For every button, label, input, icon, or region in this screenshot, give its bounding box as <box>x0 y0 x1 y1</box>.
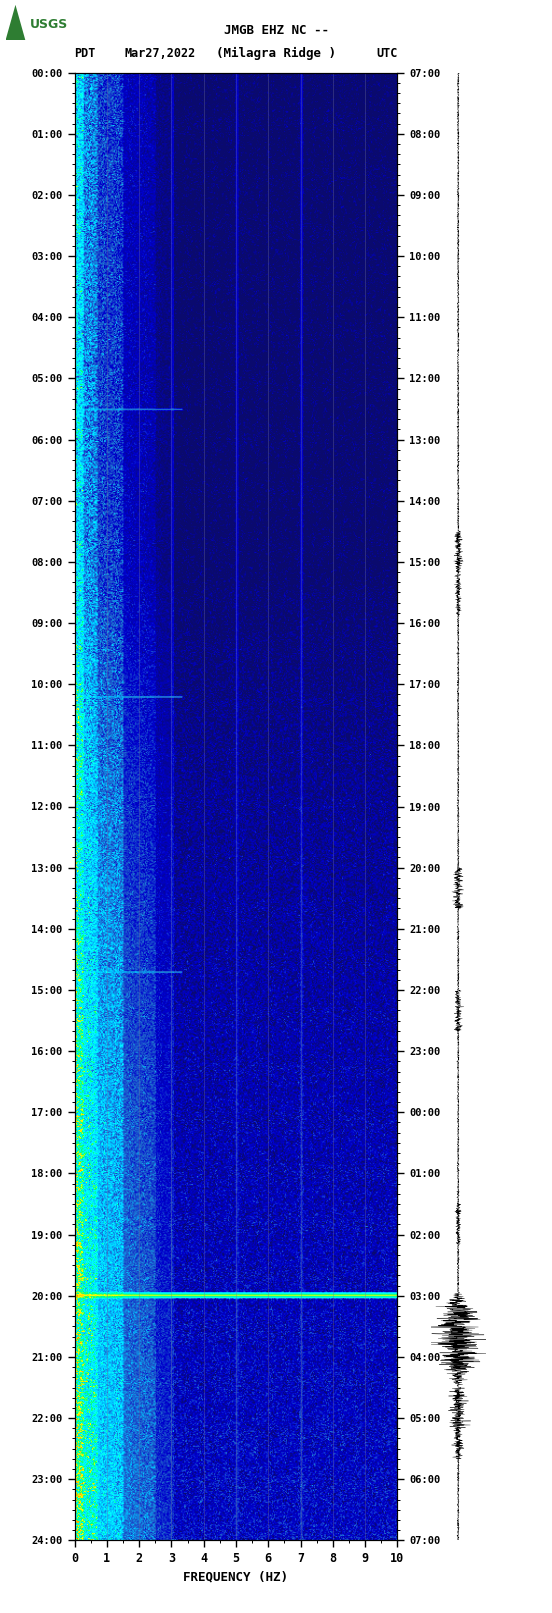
Text: (Milagra Ridge ): (Milagra Ridge ) <box>216 47 336 60</box>
Text: PDT: PDT <box>75 47 96 60</box>
Text: USGS: USGS <box>30 18 68 31</box>
Text: Mar27,2022: Mar27,2022 <box>124 47 195 60</box>
X-axis label: FREQUENCY (HZ): FREQUENCY (HZ) <box>183 1571 289 1584</box>
Text: UTC: UTC <box>376 47 397 60</box>
Polygon shape <box>6 5 25 40</box>
Text: JMGB EHZ NC --: JMGB EHZ NC -- <box>224 24 328 37</box>
